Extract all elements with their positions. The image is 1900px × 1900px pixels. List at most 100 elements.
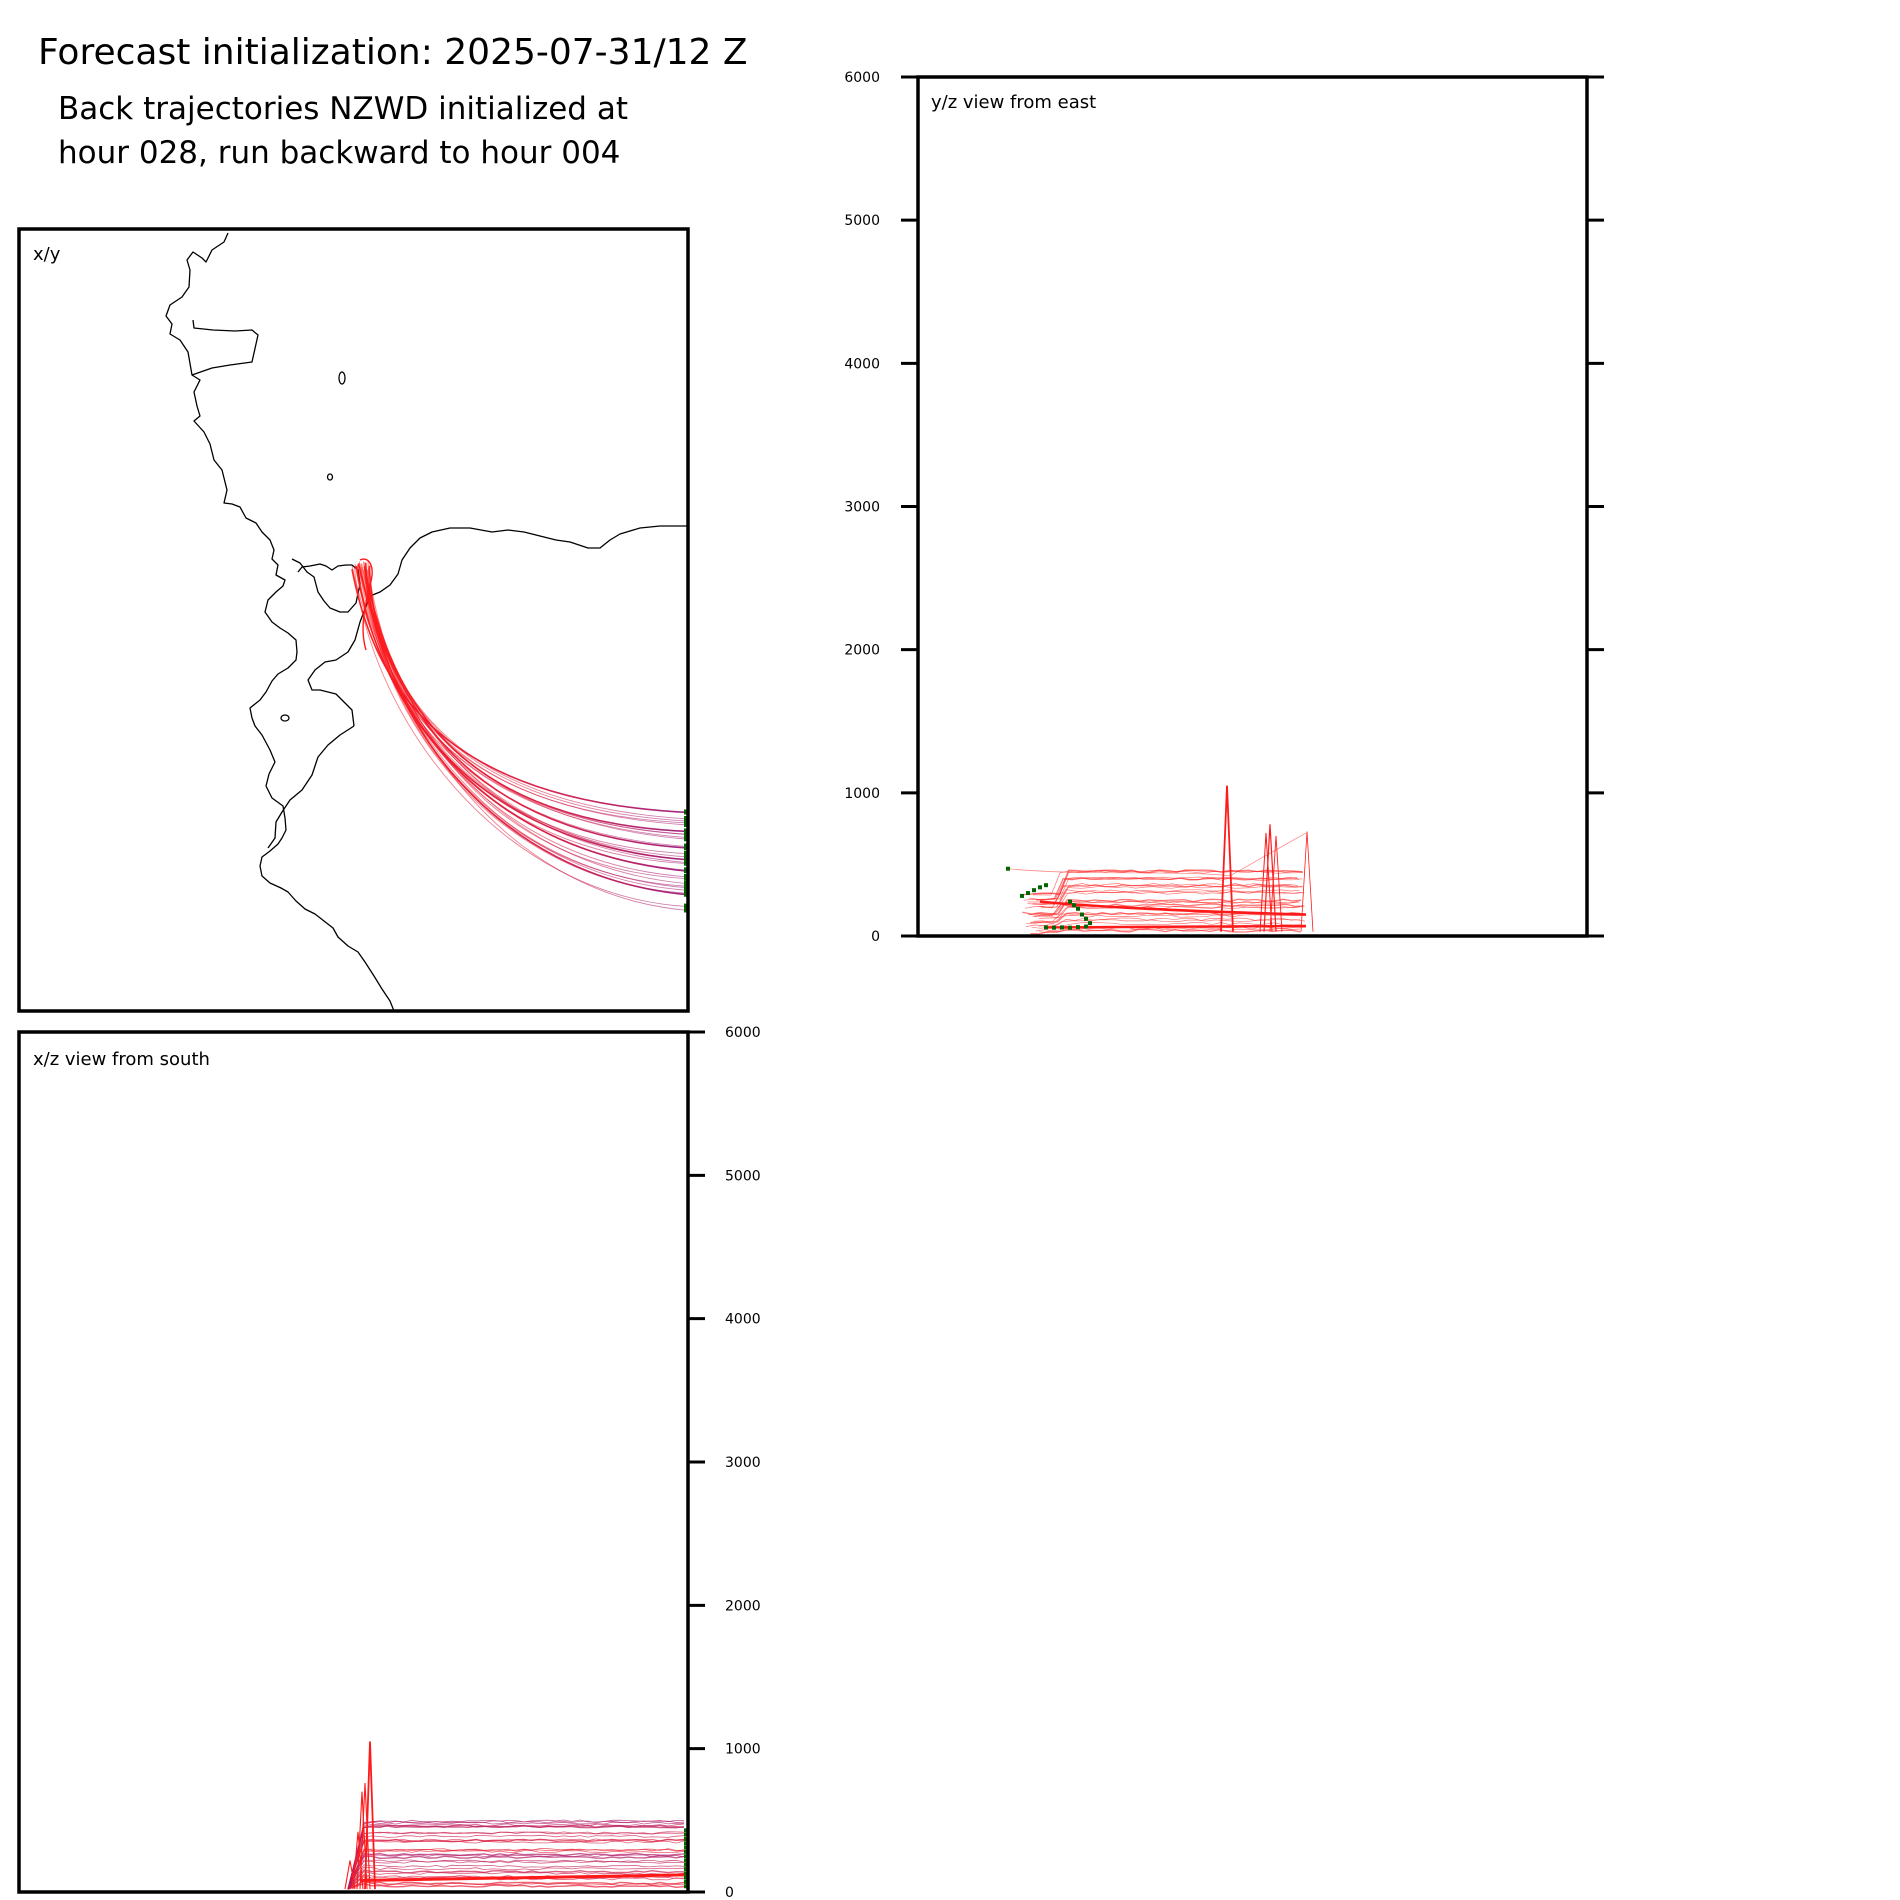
yz-endpoint-marker xyxy=(1084,916,1088,921)
yz-endpoint-marker xyxy=(1084,924,1088,929)
xz-endpoint-marker xyxy=(684,1849,688,1854)
xz-endpoint-marker xyxy=(684,1845,688,1850)
map-trajectory-line xyxy=(355,565,688,861)
yz-trajectory-line xyxy=(1024,890,1305,909)
lower-bay xyxy=(267,725,355,849)
xz-spike-line xyxy=(364,1741,376,1890)
map-trajectory-line xyxy=(353,566,688,908)
xz-endpoint-marker xyxy=(684,1875,688,1880)
island-2 xyxy=(326,473,334,481)
map-endpoints xyxy=(684,809,688,913)
map-trajectory-line xyxy=(351,566,688,878)
xz-y-axis: 0 1000 2000 3000 4000 5000 6000 xyxy=(688,1025,761,1900)
xz-trajectory-line xyxy=(347,1852,685,1890)
yz-spike-line xyxy=(1269,835,1283,932)
yz-endpoint-marker xyxy=(1026,891,1030,896)
xz-endpoint-marker xyxy=(684,1841,688,1846)
yz-endpoint-marker xyxy=(1076,925,1080,930)
yz-trajectory-line xyxy=(1038,927,1301,933)
xz-endpoint-marker xyxy=(684,1832,688,1837)
xz-panel: 0 1000 2000 3000 4000 5000 6000 x/z view from … xyxy=(17,1025,761,1900)
xz-spike-line xyxy=(344,1860,356,1890)
yz-panel: 0 1000 2000 3000 4000 5000 6000 y/z view from … xyxy=(844,70,1604,945)
yz-endpoint-marker xyxy=(1038,885,1042,890)
figure-subtitle-line2: hour 028, run backward to hour 004 xyxy=(58,135,620,171)
yz-trajectory-line xyxy=(1025,918,1306,927)
xz-trajectory-line xyxy=(347,1840,685,1890)
xz-endpoint-marker xyxy=(684,1828,688,1833)
xz-trajectory-line xyxy=(347,1824,685,1890)
xz-endpoint-marker xyxy=(684,1858,688,1863)
map-endpoint-marker xyxy=(684,868,688,874)
y-tick-label: 4000 xyxy=(844,356,880,372)
xz-panel-label: x/z view from south xyxy=(33,1049,210,1070)
y-tick-label: 2000 xyxy=(725,1598,761,1614)
yz-trajectory-line xyxy=(1032,905,1303,919)
y-tick-label: 6000 xyxy=(844,70,880,86)
map-endpoint-marker xyxy=(684,853,688,859)
map-endpoint-marker xyxy=(684,831,688,837)
xz-endpoint-marker xyxy=(684,1871,688,1876)
map-frame xyxy=(17,227,690,1013)
map-trajectory-line xyxy=(355,565,688,891)
yz-trajectory-line xyxy=(1026,914,1306,925)
map-endpoint-marker xyxy=(684,880,688,886)
y-tick-label: 6000 xyxy=(725,1025,761,1041)
island-3 xyxy=(280,714,290,722)
map-trajectory-line xyxy=(364,564,688,894)
island-1 xyxy=(338,371,346,385)
map-panel-label: x/y xyxy=(33,244,61,265)
yz-endpoint-marker xyxy=(1044,883,1048,888)
map-endpoint-marker xyxy=(684,828,688,834)
y-tick-label: 3000 xyxy=(844,500,880,516)
map-endpoint-marker xyxy=(684,883,688,889)
map-trajectories xyxy=(351,558,688,911)
west-coastline xyxy=(165,232,395,1011)
yz-y-axis: 0 1000 2000 3000 4000 5000 6000 xyxy=(844,70,1604,945)
yz-endpoint-marker xyxy=(1068,925,1072,930)
map-trajectory-line xyxy=(368,568,688,824)
xz-spike-line xyxy=(352,1831,364,1890)
yz-trajectory-line xyxy=(1007,832,1307,877)
map-endpoint-marker xyxy=(684,873,688,879)
yz-endpoint-marker xyxy=(1076,906,1080,911)
xz-trajectory-line xyxy=(347,1848,685,1890)
map-endpoint-marker xyxy=(684,887,688,893)
map-trajectory-line xyxy=(367,561,688,887)
y-tick-label: 0 xyxy=(725,1885,734,1900)
yz-endpoint-marker xyxy=(1088,921,1092,926)
xz-trajectory-line xyxy=(347,1859,685,1890)
xz-trajectory-line xyxy=(347,1838,685,1890)
y-tick-label: 3000 xyxy=(725,1455,761,1471)
y-tick-label: 2000 xyxy=(844,643,880,659)
map-endpoint-marker xyxy=(684,856,688,862)
yz-trajectory-line xyxy=(1039,900,1307,916)
y-tick-label: 4000 xyxy=(725,1312,761,1328)
y-tick-label: 1000 xyxy=(844,786,880,802)
coastline xyxy=(165,232,688,1011)
yz-panel-label: y/z view from east xyxy=(931,92,1096,113)
map-endpoint-marker xyxy=(684,809,688,815)
xz-trajectory-line xyxy=(359,1873,688,1883)
yz-spike-line xyxy=(1220,785,1234,932)
xz-endpoint-marker xyxy=(684,1854,688,1859)
xz-trajectory-line xyxy=(347,1880,685,1890)
figure-subtitle-line1: Back trajectories NZWD initialized at xyxy=(58,91,628,127)
xz-trajectory-line xyxy=(347,1838,685,1890)
yz-trajectory-line xyxy=(1029,900,1300,916)
map-endpoint-marker xyxy=(684,819,688,825)
xz-endpoint-marker xyxy=(684,1862,688,1867)
map-endpoint-marker xyxy=(684,907,688,913)
map-endpoint-marker xyxy=(684,843,688,849)
yz-endpoint-marker xyxy=(1020,893,1024,898)
map-endpoint-marker xyxy=(684,859,688,865)
yz-endpoint-marker xyxy=(1052,925,1056,930)
yz-trajectory-line xyxy=(1031,922,1302,929)
figure-title: Forecast initialization: 2025-07-31/12 Z xyxy=(38,32,748,73)
yz-endpoint-marker xyxy=(1044,925,1048,930)
yz-endpoint-marker xyxy=(1006,866,1010,871)
yz-trajectory-line xyxy=(1023,877,1303,901)
yz-trajectory-line xyxy=(1032,883,1303,905)
map-endpoint-marker xyxy=(684,815,688,821)
map-trajectory-line xyxy=(363,566,688,826)
